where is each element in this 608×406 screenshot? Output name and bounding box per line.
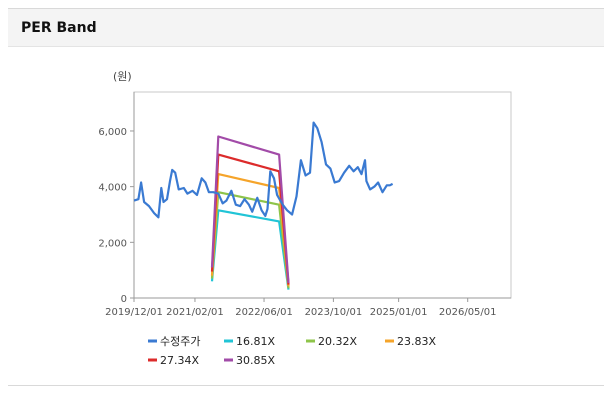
x-tick-label: 2026/05/01 [439, 307, 497, 318]
legend-label: 수정주가 [160, 335, 200, 348]
series-lines [133, 121, 394, 290]
series-line-30-85X [210, 135, 290, 284]
panel-header: PER Band [8, 9, 604, 47]
series-line-27-34X [210, 153, 290, 285]
x-tick-label: 2022/06/01 [235, 307, 293, 318]
series-line- [133, 121, 394, 219]
y-axis-unit-label: (원) [113, 70, 132, 83]
x-tick-label: 2025/01/01 [370, 307, 428, 318]
legend-label: 16.81X [236, 335, 275, 348]
axes: (원) 0 2,000 4,000 6,000 2019/12/01 2021/02/01 2… [98, 70, 512, 318]
y-tick-label: 4,000 [98, 183, 127, 194]
y-tick-label: 6,000 [98, 127, 127, 138]
y-tick-label: 0 [121, 294, 127, 305]
plot-frame [133, 91, 512, 299]
series-line-16-81X [210, 209, 290, 290]
per-band-panel: PER Band [8, 8, 604, 386]
legend-label: 27.34X [160, 354, 199, 367]
x-tick-label: 2021/02/01 [166, 307, 224, 318]
x-tick-label: 2019/12/01 [105, 307, 163, 318]
legend-label: 23.83X [397, 335, 436, 348]
x-tick-label: 2023/10/01 [305, 307, 363, 318]
legend-label: 30.85X [236, 354, 275, 367]
panel-title: PER Band [21, 20, 97, 36]
y-tick-label: 2,000 [98, 238, 127, 249]
legend-label: 20.32X [318, 335, 357, 348]
legend: 수정주가 16.81X 20.32X 23.83X 27.34X 30.85X [148, 335, 436, 367]
